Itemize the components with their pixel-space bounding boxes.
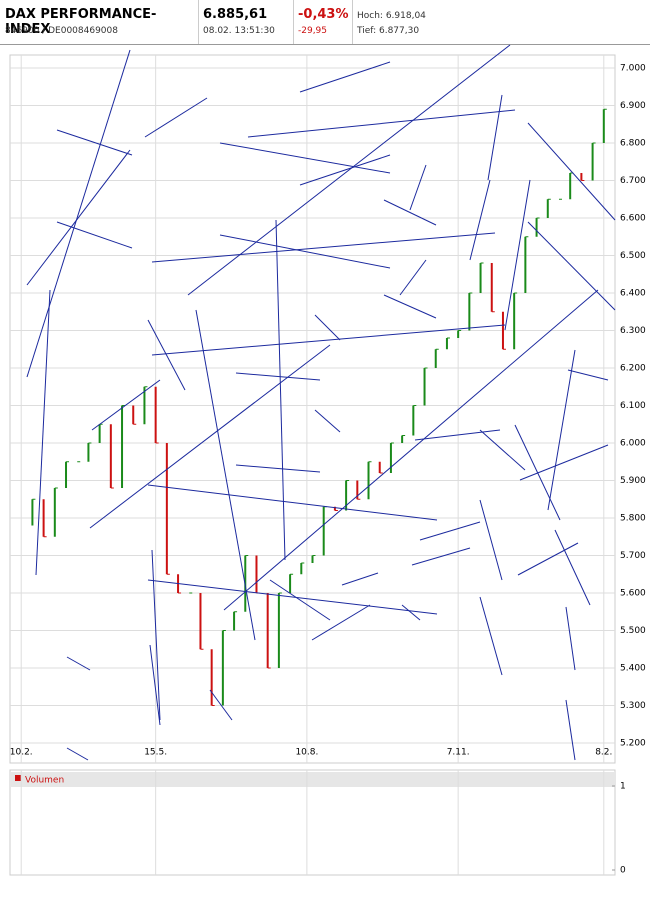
y-tick-label: 6.700 bbox=[620, 176, 646, 186]
volume-icon bbox=[15, 775, 21, 781]
y-tick-label: 5.200 bbox=[620, 739, 646, 749]
y-tick-label: 5.700 bbox=[620, 551, 646, 561]
volume-title: Volumen bbox=[25, 776, 64, 786]
y-tick-label: 6.300 bbox=[620, 326, 646, 336]
index-name: DAX PERFORMANCE-INDEX bbox=[5, 7, 157, 37]
y-tick-label: 6.800 bbox=[620, 139, 646, 149]
index-ids: 846900 / DE0008469008 bbox=[5, 26, 118, 36]
change-cell: -0,43% -29,95 bbox=[293, 0, 353, 44]
price: 6.885,61 bbox=[203, 7, 268, 22]
name-cell: DAX PERFORMANCE-INDEX 846900 / DE0008469… bbox=[0, 0, 199, 44]
y-tick-label: 5.600 bbox=[620, 589, 646, 599]
price-cell: 6.885,61 08.02. 13:51:30 bbox=[198, 0, 294, 44]
y-tick-label: 5.500 bbox=[620, 626, 646, 636]
y-tick-label: 6.500 bbox=[620, 251, 646, 261]
y-tick-label: 6.100 bbox=[620, 401, 646, 411]
x-tick-label: 15.5. bbox=[144, 748, 167, 758]
y-tick-label: 6.000 bbox=[620, 439, 646, 449]
plot-frame bbox=[9, 54, 616, 764]
y-tick-label: 6.400 bbox=[620, 289, 646, 299]
x-tick-label: 10.8. bbox=[295, 748, 318, 758]
y-tick-label: 5.800 bbox=[620, 514, 646, 524]
range-cell: Hoch: 6.918,04 Tief: 6.877,30 bbox=[352, 0, 649, 44]
y-tick-label: 5.300 bbox=[620, 701, 646, 711]
trend-lines bbox=[26, 44, 616, 761]
quote-header: DAX PERFORMANCE-INDEX 846900 / DE0008469… bbox=[0, 0, 650, 45]
grid: 5.200 5.300 5.400 5.500 5.600 5.700 5.800 5.900… bbox=[10, 55, 646, 876]
volume-frame bbox=[9, 769, 616, 876]
change-pct: -0,43% bbox=[298, 7, 349, 22]
y-tick-label: 6.200 bbox=[620, 364, 646, 374]
low: Tief: 6.877,30 bbox=[357, 26, 420, 36]
y-tick-label: 0 bbox=[620, 866, 626, 876]
x-tick-label: 10.2. bbox=[10, 748, 33, 758]
volume-strip bbox=[10, 772, 615, 787]
y-tick-label: 1 bbox=[620, 782, 626, 792]
x-tick-label: 7.11. bbox=[447, 748, 470, 758]
y-tick-label: 7.000 bbox=[620, 64, 646, 74]
y-tick-label: 6.900 bbox=[620, 101, 646, 111]
y-tick-label: 6.600 bbox=[620, 214, 646, 224]
high: Hoch: 6.918,04 bbox=[357, 11, 426, 21]
y-tick-label: 5.900 bbox=[620, 476, 646, 486]
change: -29,95 bbox=[298, 26, 328, 36]
time: 08.02. 13:51:30 bbox=[203, 26, 275, 36]
y-tick-label: 5.400 bbox=[620, 664, 646, 674]
x-tick-label: 8.2. bbox=[595, 748, 612, 758]
